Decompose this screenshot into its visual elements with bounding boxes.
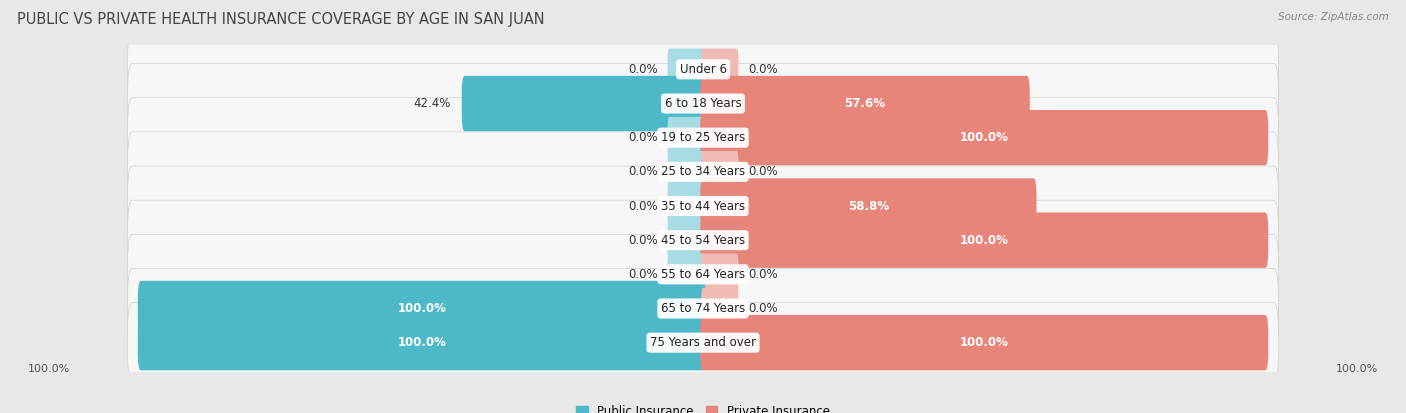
Text: 0.0%: 0.0% [748,63,778,76]
Text: Under 6: Under 6 [679,63,727,76]
Text: 0.0%: 0.0% [628,199,658,213]
Text: 0.0%: 0.0% [748,302,778,315]
Text: 45 to 54 Years: 45 to 54 Years [661,234,745,247]
FancyBboxPatch shape [138,315,706,370]
Text: 42.4%: 42.4% [413,97,450,110]
Text: PUBLIC VS PRIVATE HEALTH INSURANCE COVERAGE BY AGE IN SAN JUAN: PUBLIC VS PRIVATE HEALTH INSURANCE COVER… [17,12,544,27]
Legend: Public Insurance, Private Insurance: Public Insurance, Private Insurance [576,405,830,413]
Text: 100.0%: 100.0% [398,302,446,315]
Text: 6 to 18 Years: 6 to 18 Years [665,97,741,110]
Text: 100.0%: 100.0% [1336,364,1378,374]
FancyBboxPatch shape [702,151,738,193]
Text: 0.0%: 0.0% [628,268,658,281]
Text: 57.6%: 57.6% [845,97,886,110]
FancyBboxPatch shape [700,110,1268,165]
FancyBboxPatch shape [128,132,1278,212]
Text: 100.0%: 100.0% [960,234,1008,247]
Text: 0.0%: 0.0% [628,131,658,144]
Text: 75 Years and over: 75 Years and over [650,336,756,349]
FancyBboxPatch shape [668,254,704,295]
FancyBboxPatch shape [461,76,706,131]
Text: 35 to 44 Years: 35 to 44 Years [661,199,745,213]
Text: 0.0%: 0.0% [628,234,658,247]
FancyBboxPatch shape [702,288,738,329]
Text: 58.8%: 58.8% [848,199,889,213]
Text: 25 to 34 Years: 25 to 34 Years [661,165,745,178]
Text: 0.0%: 0.0% [628,165,658,178]
FancyBboxPatch shape [128,29,1278,109]
FancyBboxPatch shape [700,213,1268,268]
FancyBboxPatch shape [702,254,738,295]
Text: 0.0%: 0.0% [748,165,778,178]
FancyBboxPatch shape [700,76,1029,131]
FancyBboxPatch shape [128,234,1278,314]
Text: 0.0%: 0.0% [628,63,658,76]
FancyBboxPatch shape [138,281,706,336]
Text: 100.0%: 100.0% [960,336,1008,349]
FancyBboxPatch shape [668,151,704,193]
FancyBboxPatch shape [668,117,704,159]
Text: 0.0%: 0.0% [748,268,778,281]
FancyBboxPatch shape [700,315,1268,370]
Text: 55 to 64 Years: 55 to 64 Years [661,268,745,281]
FancyBboxPatch shape [128,166,1278,246]
Text: 100.0%: 100.0% [398,336,446,349]
FancyBboxPatch shape [128,268,1278,349]
Text: 100.0%: 100.0% [960,131,1008,144]
FancyBboxPatch shape [128,200,1278,280]
Text: 100.0%: 100.0% [28,364,70,374]
FancyBboxPatch shape [668,219,704,261]
FancyBboxPatch shape [700,178,1036,234]
FancyBboxPatch shape [128,303,1278,382]
FancyBboxPatch shape [668,48,704,90]
FancyBboxPatch shape [128,98,1278,178]
FancyBboxPatch shape [668,185,704,227]
FancyBboxPatch shape [702,48,738,90]
Text: Source: ZipAtlas.com: Source: ZipAtlas.com [1278,12,1389,22]
FancyBboxPatch shape [128,64,1278,143]
Text: 19 to 25 Years: 19 to 25 Years [661,131,745,144]
Text: 65 to 74 Years: 65 to 74 Years [661,302,745,315]
